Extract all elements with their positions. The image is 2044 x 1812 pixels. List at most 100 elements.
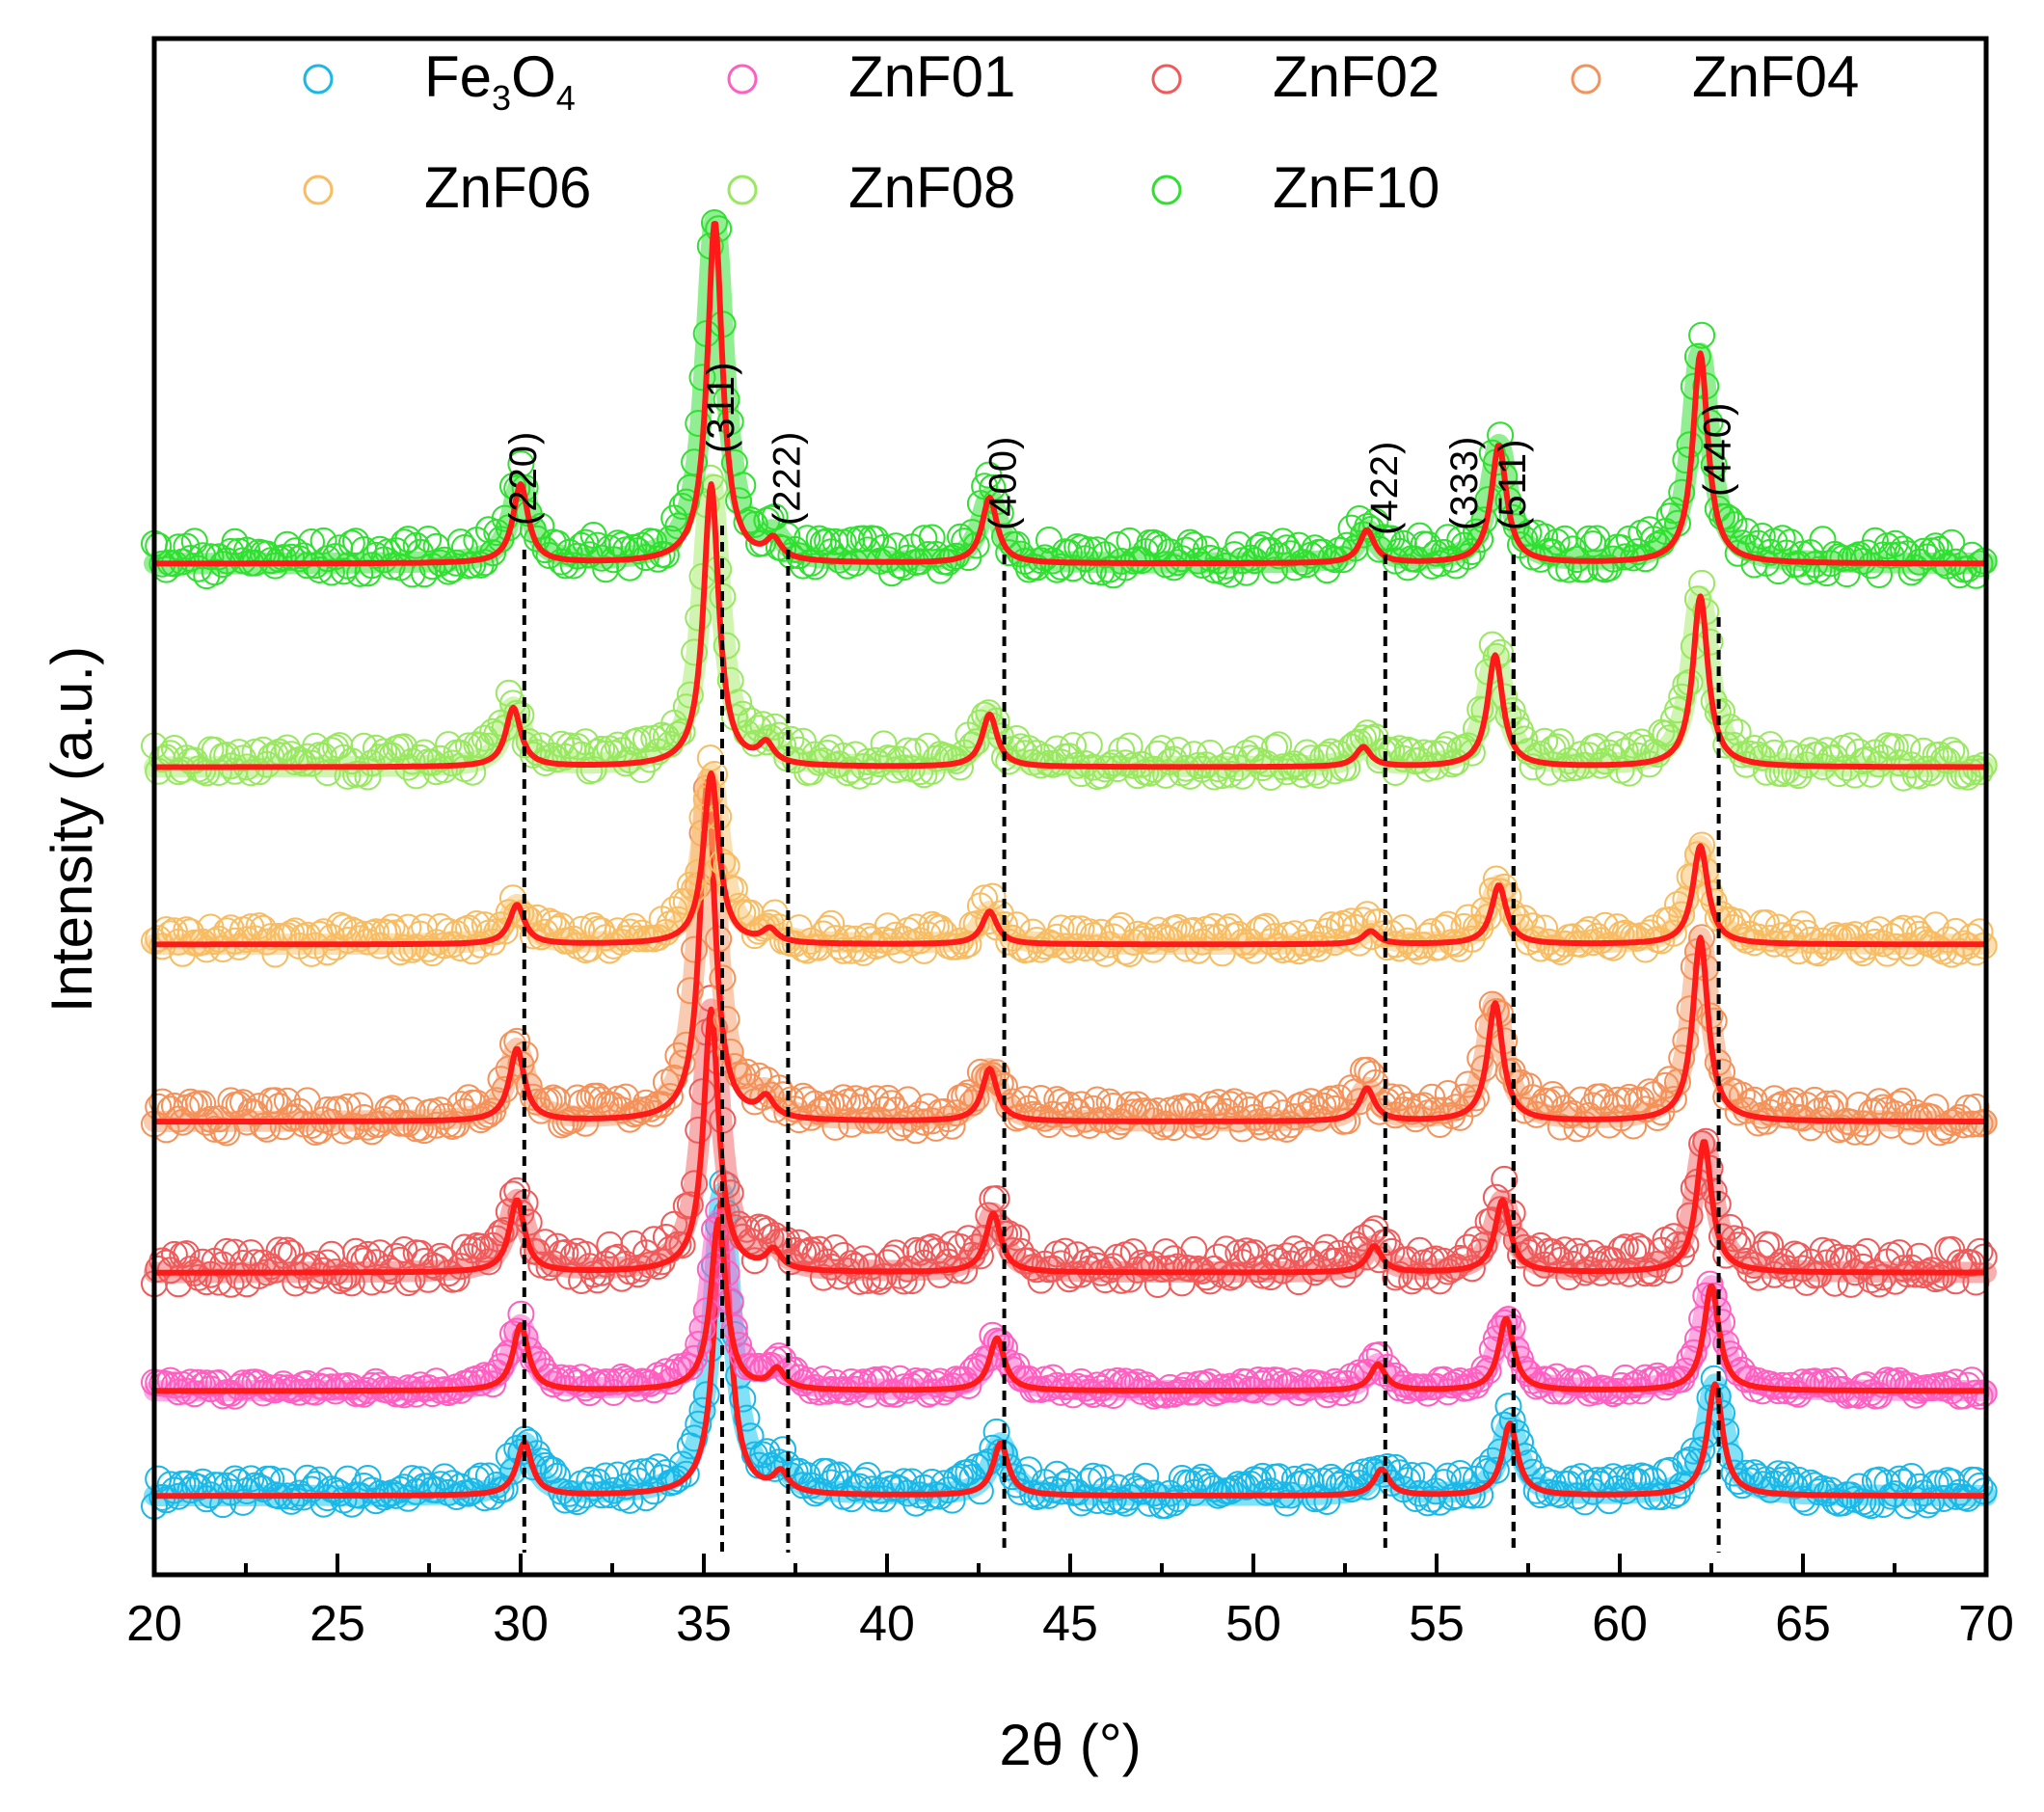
data-point <box>1217 760 1245 788</box>
x-tick-label: 65 <box>1775 1596 1831 1652</box>
data-point <box>1728 1081 1756 1109</box>
peak-label: (220) <box>502 431 545 526</box>
data-point <box>616 554 644 581</box>
data-point <box>483 918 511 946</box>
data-point <box>681 935 709 963</box>
data-point <box>958 1089 986 1117</box>
data-point <box>1607 1371 1635 1399</box>
data-point <box>1482 998 1510 1025</box>
data-point <box>672 488 700 516</box>
data-point <box>237 759 265 787</box>
data-point <box>350 732 378 760</box>
data-point <box>1330 1260 1358 1288</box>
peak-label: (311) <box>700 362 742 453</box>
data-point <box>313 759 341 787</box>
x-tick-label: 40 <box>859 1596 915 1652</box>
legend: Fe3O4 ZnF01 ZnF02 ZnF04 ZnF06 ZnF08 ZnF10 <box>303 44 1859 220</box>
data-point <box>1583 525 1611 553</box>
data-point <box>455 732 482 760</box>
data-point <box>685 604 713 632</box>
data-point <box>664 1465 692 1493</box>
data-point <box>612 1473 640 1501</box>
data-point <box>551 1486 579 1514</box>
data-point <box>366 1371 394 1399</box>
data-point <box>1446 1367 1474 1394</box>
x-tick-label: 30 <box>493 1596 549 1652</box>
data-point <box>1204 1089 1232 1117</box>
data-point <box>431 1463 458 1491</box>
data-point <box>1313 556 1341 584</box>
data-point <box>1313 1233 1341 1261</box>
data-point <box>1531 727 1559 755</box>
data-point <box>849 1368 877 1396</box>
data-point <box>1232 1368 1260 1396</box>
data-point <box>1104 1113 1131 1140</box>
data-point <box>1406 937 1434 965</box>
data-point <box>278 1487 306 1515</box>
data-point <box>1261 556 1288 584</box>
data-point <box>390 1236 418 1263</box>
data-point <box>298 1112 325 1139</box>
data-point <box>870 1262 898 1290</box>
data-point <box>479 1097 507 1125</box>
data-point <box>313 938 341 966</box>
legend-item-znf06: ZnF06 <box>303 155 591 220</box>
data-point <box>1901 1486 1929 1514</box>
data-point <box>1313 1088 1341 1116</box>
data-point <box>1668 1472 1696 1500</box>
data-point <box>1333 754 1361 782</box>
data-point <box>1668 683 1696 711</box>
data-point <box>249 1112 277 1140</box>
data-point <box>1753 758 1780 786</box>
data-point <box>1015 1247 1043 1275</box>
data-point <box>1228 762 1256 790</box>
data-point <box>1659 1481 1687 1509</box>
data-point <box>1047 553 1075 581</box>
peak-label: (422) <box>1363 441 1406 535</box>
data-point <box>1672 1231 1700 1258</box>
data-point <box>975 699 1003 727</box>
data-point <box>233 1477 261 1504</box>
legend-label: ZnF02 <box>1273 44 1439 109</box>
data-point <box>337 529 365 557</box>
data-point <box>1922 532 1950 560</box>
data-point <box>986 1438 1014 1466</box>
data-point <box>733 1404 761 1432</box>
data-point <box>1434 1080 1462 1107</box>
data-point <box>1885 1465 1913 1493</box>
data-point <box>261 1087 289 1115</box>
data-point <box>1805 939 1833 967</box>
data-point <box>607 1096 635 1124</box>
data-point <box>1398 1462 1426 1489</box>
data-point <box>1546 728 1574 756</box>
data-point <box>1668 1044 1696 1072</box>
data-point <box>330 1264 358 1292</box>
data-point <box>1881 733 1909 761</box>
plot-frame <box>151 36 1989 1578</box>
data-point <box>1781 1087 1809 1115</box>
data-point <box>387 938 414 966</box>
data-point <box>1487 1196 1515 1224</box>
data-point <box>354 1240 382 1268</box>
data-point <box>1088 1464 1116 1492</box>
data-point <box>657 1083 684 1110</box>
data-point <box>1104 1366 1131 1394</box>
legend-item-fe3o4: Fe3O4 <box>303 44 576 118</box>
data-point <box>1842 543 1869 571</box>
data-point <box>681 638 709 666</box>
data-point <box>204 1268 232 1296</box>
data-point <box>1350 1361 1377 1389</box>
data-point <box>1293 1100 1321 1128</box>
data-point <box>1522 1259 1550 1287</box>
data-point <box>426 744 454 772</box>
data-point <box>740 1088 768 1116</box>
data-point <box>180 527 208 555</box>
data-point <box>685 410 713 437</box>
data-point <box>519 922 547 950</box>
data-point <box>293 1464 321 1492</box>
data-point <box>507 900 535 928</box>
data-point <box>1659 919 1687 947</box>
legend-marker <box>1571 64 1601 95</box>
data-point <box>1265 731 1293 759</box>
data-point <box>1003 911 1031 939</box>
